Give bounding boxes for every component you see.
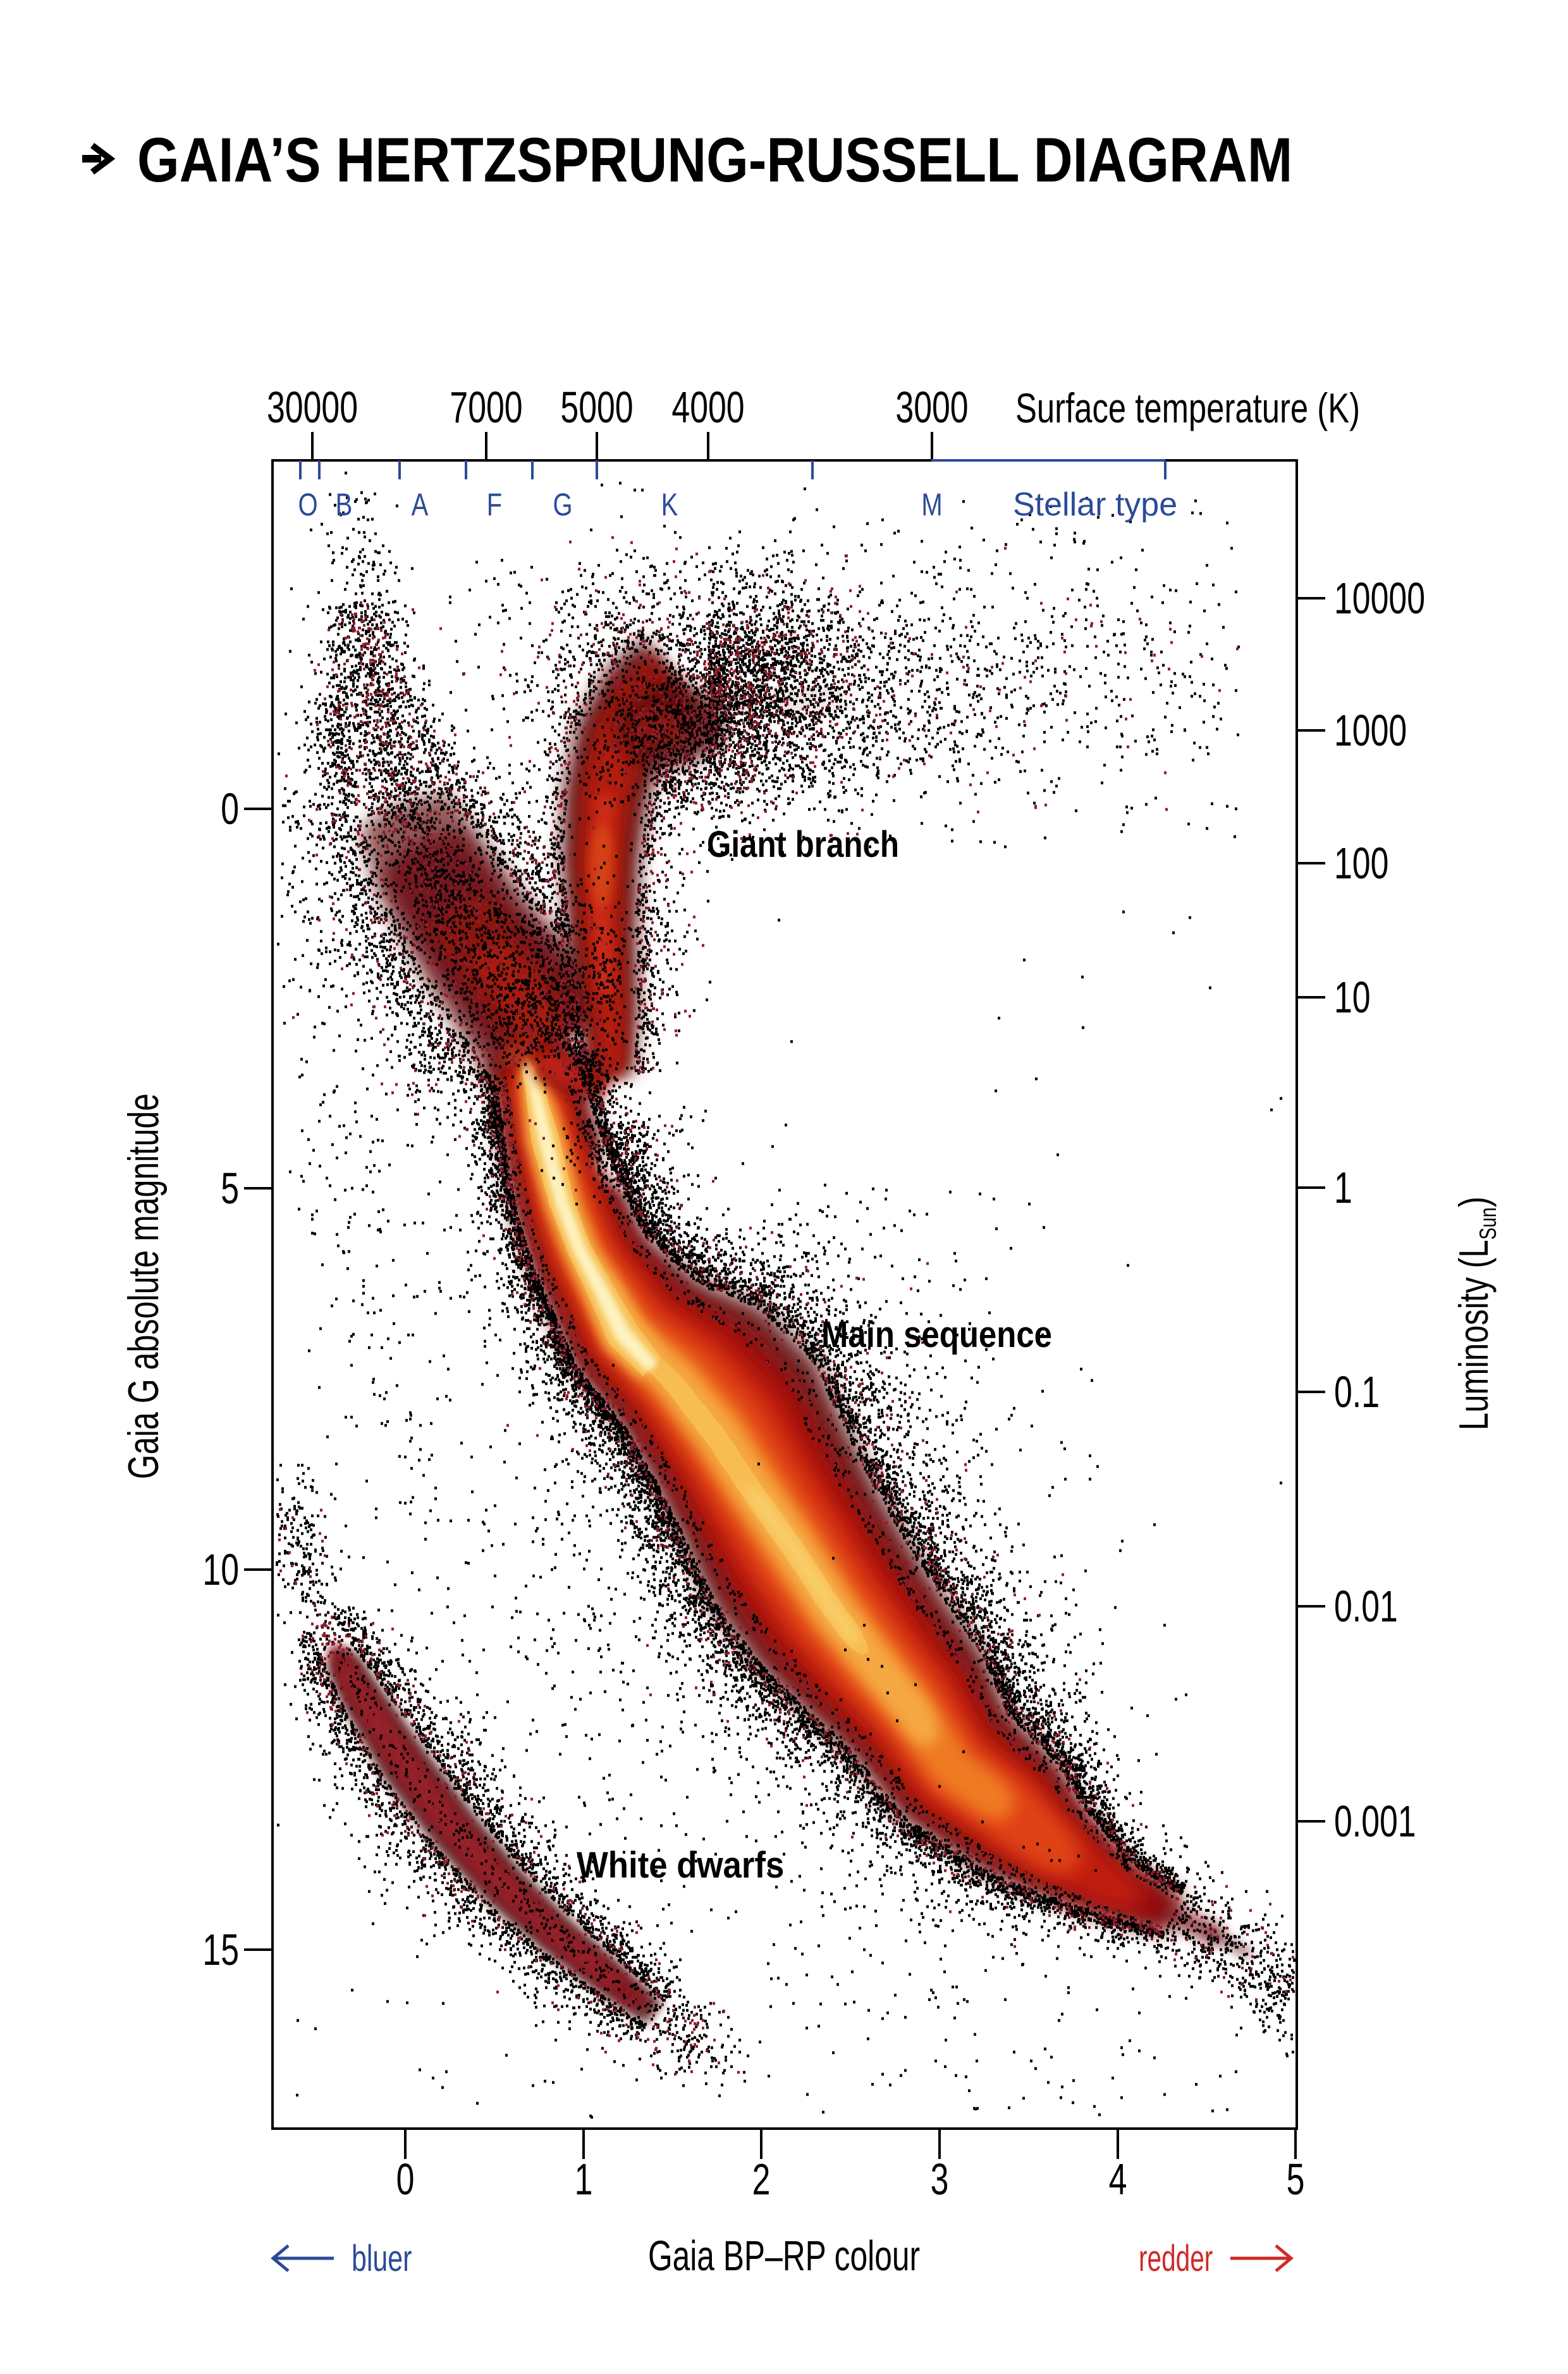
svg-text:30000: 30000	[267, 383, 358, 432]
svg-text:G: G	[553, 487, 572, 522]
svg-text:0: 0	[221, 784, 239, 833]
svg-text:Giant branch: Giant branch	[707, 824, 899, 865]
svg-text:0: 0	[396, 2155, 415, 2204]
svg-text:5: 5	[221, 1164, 239, 1213]
svg-text:3000: 3000	[895, 383, 968, 432]
svg-text:100: 100	[1334, 839, 1388, 888]
svg-text:0.001: 0.001	[1334, 1797, 1416, 1846]
svg-text:0.01: 0.01	[1334, 1582, 1398, 1631]
svg-text:F: F	[487, 487, 502, 522]
svg-text:1: 1	[575, 2155, 593, 2204]
svg-text:redder: redder	[1139, 2238, 1213, 2279]
svg-text:0.1: 0.1	[1334, 1367, 1380, 1417]
svg-text:1: 1	[1334, 1163, 1352, 1212]
svg-text:10: 10	[202, 1545, 239, 1594]
svg-text:B: B	[336, 487, 353, 522]
svg-text:K: K	[661, 487, 678, 522]
svg-text:10000: 10000	[1334, 574, 1425, 623]
svg-text:White dwarfs: White dwarfs	[577, 1845, 784, 1886]
svg-text:5: 5	[1287, 2155, 1305, 2204]
svg-text:A: A	[412, 487, 429, 522]
svg-text:3: 3	[931, 2155, 949, 2204]
svg-text:2: 2	[752, 2155, 771, 2204]
svg-text:Main sequence: Main sequence	[821, 1314, 1052, 1355]
svg-text:GAIA’S HERTZSPRUNG-RUSSELL DIA: GAIA’S HERTZSPRUNG-RUSSELL DIAGRAM	[137, 125, 1292, 195]
svg-text:1000: 1000	[1334, 706, 1407, 755]
svg-text:4: 4	[1109, 2155, 1127, 2204]
svg-text:7000: 7000	[450, 383, 522, 432]
svg-text:Stellar type: Stellar type	[1013, 486, 1177, 523]
svg-text:Gaia BP–RP colour: Gaia BP–RP colour	[648, 2232, 920, 2280]
svg-text:5000: 5000	[560, 383, 633, 432]
svg-text:15: 15	[202, 1925, 239, 1974]
svg-text:Luminosity (LSun): Luminosity (LSun)	[1451, 1196, 1502, 1430]
svg-text:bluer: bluer	[352, 2238, 412, 2279]
svg-text:M: M	[921, 487, 942, 522]
svg-text:O: O	[298, 487, 317, 522]
svg-text:4000: 4000	[671, 383, 744, 432]
svg-text:Surface temperature (K): Surface temperature (K)	[1015, 386, 1360, 432]
svg-text:10: 10	[1334, 973, 1371, 1022]
svg-text:Gaia G absolute magnitude: Gaia G absolute magnitude	[119, 1093, 168, 1479]
